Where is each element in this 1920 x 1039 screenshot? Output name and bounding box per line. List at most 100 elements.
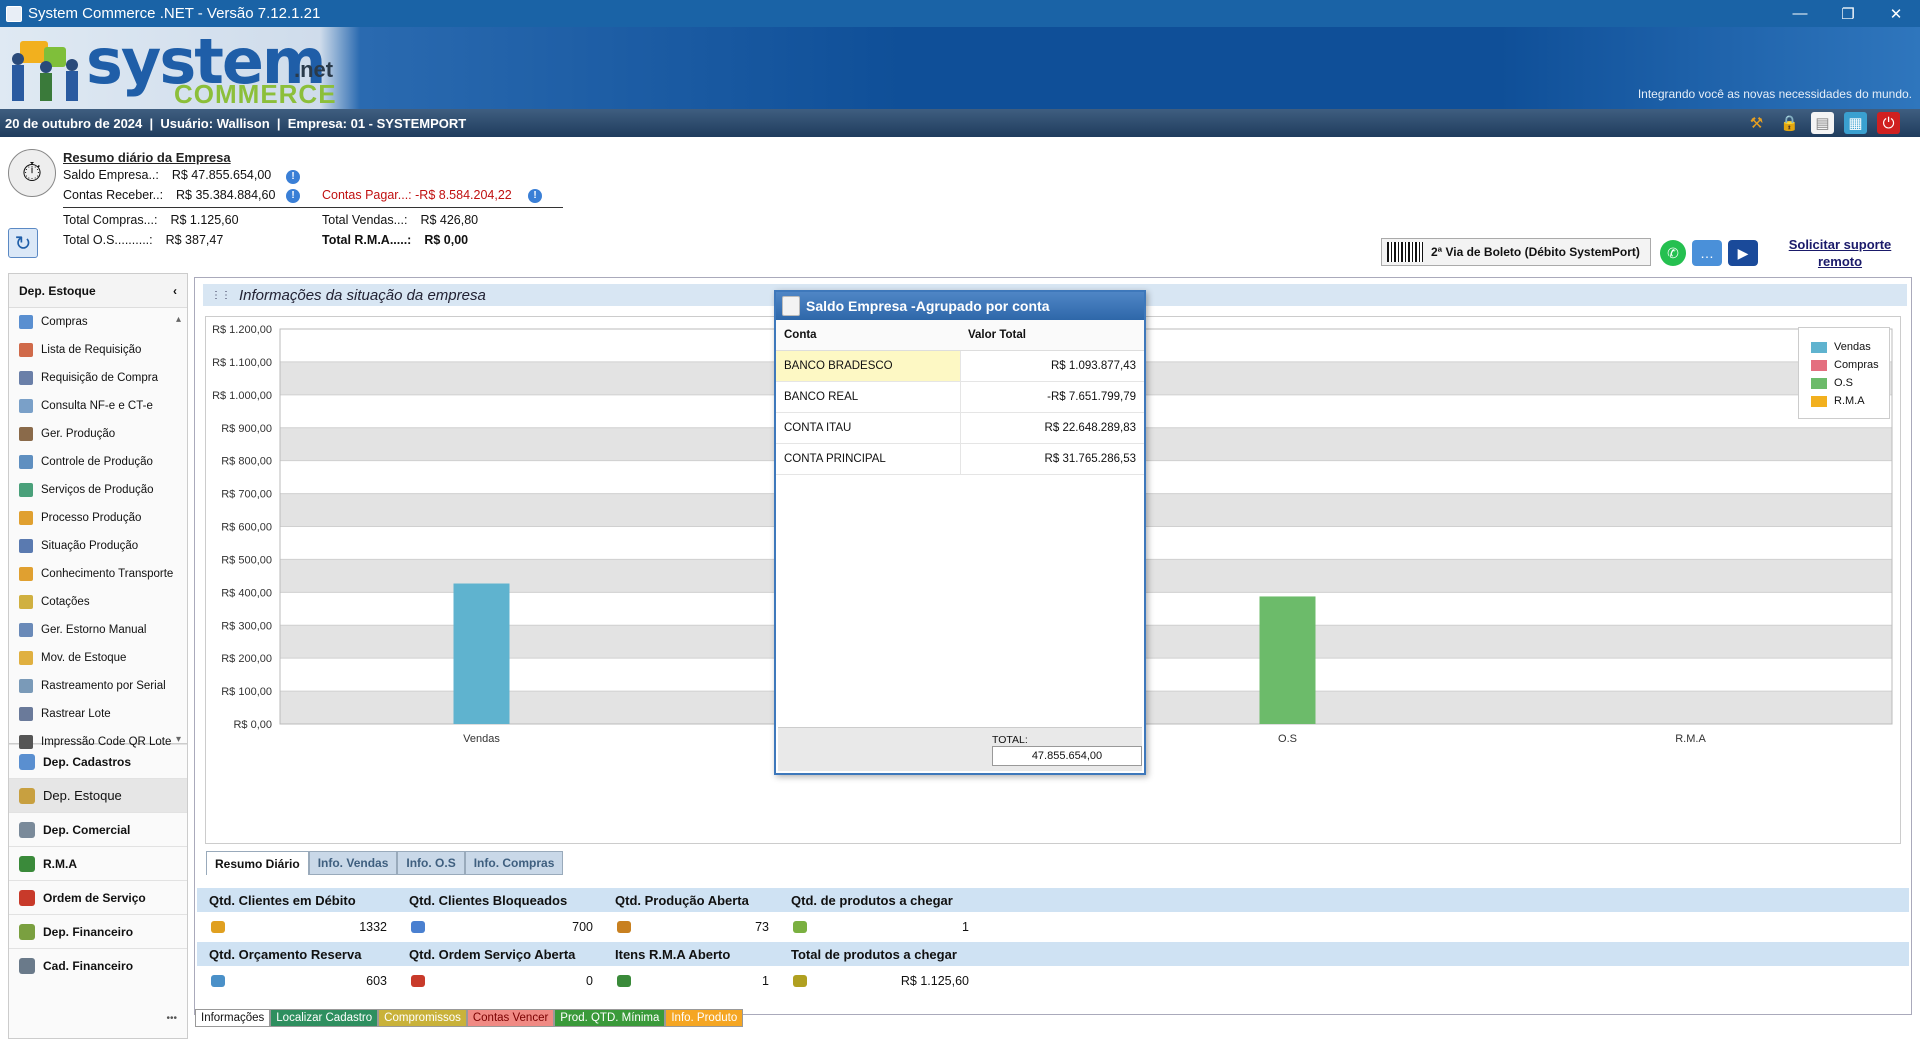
bottom-tab[interactable]: Compromissos	[378, 1009, 467, 1027]
sidebar-item[interactable]: Situação Produção	[9, 532, 187, 560]
sidebar-item[interactable]: Compras	[9, 308, 187, 336]
sidebar-item[interactable]: Cotações	[9, 588, 187, 616]
col-conta-header[interactable]: Conta	[776, 320, 960, 351]
sidebar-group[interactable]: Dep. Cadastros	[9, 744, 187, 778]
sidebar-item-label: Ger. Produção	[41, 428, 116, 440]
sidebar-item-icon	[19, 539, 33, 553]
sidebar-item-label: Processo Produção	[41, 512, 142, 524]
sidebar-item[interactable]: Rastrear Lote	[9, 700, 187, 728]
account-row[interactable]: BANCO REAL -R$ 7.651.799,79	[776, 381, 1144, 413]
bottom-tab[interactable]: Info. Produto	[665, 1009, 744, 1027]
tab[interactable]: Info. Compras	[464, 851, 564, 875]
compras-value: R$ 1.125,60	[170, 213, 239, 227]
stat-value: 73	[755, 920, 769, 934]
sidebar-item[interactable]: Controle de Produção	[9, 448, 187, 476]
tab[interactable]: Resumo Diário	[206, 851, 309, 875]
refresh-button[interactable]: ↻	[8, 228, 38, 258]
tools-icon[interactable]: ⚒	[1749, 115, 1764, 132]
bottom-tab[interactable]: Informações	[195, 1009, 271, 1027]
sidebar-header[interactable]: Dep. Estoque ‹	[9, 274, 187, 308]
sidebar-item-icon	[19, 651, 33, 665]
sidebar-item-label: Cotações	[41, 596, 90, 608]
sidebar-item[interactable]: Consulta NF-e e CT-e	[9, 392, 187, 420]
sidebar-item[interactable]: Rastreamento por Serial	[9, 672, 187, 700]
receber-info-icon[interactable]: !	[286, 189, 300, 203]
sidebar-item[interactable]: Ger. Estorno Manual	[9, 616, 187, 644]
scroll-down-icon[interactable]: ▾	[175, 734, 181, 745]
whatsapp-icon[interactable]: ✆	[1660, 240, 1686, 266]
legend-item: R.M.A	[1811, 394, 1889, 408]
remote-support-link[interactable]: Solicitar suporte remoto	[1770, 236, 1910, 270]
sidebar-item[interactable]: Impressão Code QR Lote	[9, 728, 187, 756]
col-valor-header[interactable]: Valor Total	[960, 320, 1144, 351]
banner-tagline: Integrando você as novas necessidades do…	[1637, 87, 1912, 101]
boleto-button[interactable]: 2ª Via de Boleto (Débito SystemPort)	[1381, 238, 1651, 266]
stat-value: 603	[366, 974, 387, 988]
stat-value: R$ 1.125,60	[900, 974, 969, 988]
sidebar-item-label: Controle de Produção	[41, 456, 153, 468]
apps-icon[interactable]: ▦	[1844, 112, 1867, 134]
grip-icon: ⋮⋮	[211, 289, 231, 301]
bottom-tab[interactable]: Contas Vencer	[466, 1009, 555, 1027]
legend-swatch	[1811, 377, 1827, 389]
sidebar-group[interactable]: R.M.A	[9, 846, 187, 880]
service-order-icon	[411, 975, 425, 987]
restore-button[interactable]: ❐	[1841, 5, 1855, 23]
popup-header[interactable]: Saldo Empresa -Agrupado por conta	[776, 292, 1144, 320]
sidebar-item[interactable]: Ger. Produção	[9, 420, 187, 448]
notes-icon[interactable]: ▤	[1811, 112, 1834, 134]
bottom-tab[interactable]: Localizar Cadastro	[270, 1009, 379, 1027]
legend-label: O.S	[1834, 377, 1853, 389]
close-button[interactable]: ✕	[1889, 5, 1903, 23]
sidebar-group[interactable]: Cad. Financeiro	[9, 948, 187, 982]
sidebar-item-icon	[19, 679, 33, 693]
sidebar-item[interactable]: Requisição de Compra	[9, 364, 187, 392]
account-row[interactable]: BANCO BRADESCO R$ 1.093.877,43	[776, 350, 1144, 382]
sidebar-group[interactable]: Ordem de Serviço	[9, 880, 187, 914]
pagar-info-icon[interactable]: !	[528, 189, 542, 203]
power-icon[interactable]: ⏻	[1877, 112, 1900, 134]
os-value: R$ 387,47	[165, 233, 224, 247]
y-tick-label: R$ 1.000,00	[212, 390, 272, 402]
section-title: Informações da situação da empresa	[239, 286, 486, 304]
minimize-button[interactable]: —	[1792, 5, 1808, 22]
stat-label: Qtd. Produção Aberta	[615, 892, 749, 908]
sidebar-group-label: Dep. Cadastros	[43, 754, 132, 769]
sidebar-item-icon	[19, 735, 33, 749]
legend-item: Vendas	[1811, 340, 1889, 354]
stats-panel: Qtd. Clientes em Débito Qtd. Clientes Blo…	[197, 888, 1909, 996]
summary-title[interactable]: Resumo diário da Empresa	[63, 150, 231, 165]
bottom-tab[interactable]: Prod. QTD. Mínima	[554, 1009, 666, 1027]
account-row[interactable]: CONTA ITAU R$ 22.648.289,83	[776, 412, 1144, 444]
stats-header-row-2: Qtd. Orçamento Reserva Qtd. Ordem Serviço…	[197, 942, 1909, 966]
receber-value: R$ 35.384.884,60	[176, 188, 276, 202]
scroll-up-icon[interactable]: ▴	[175, 314, 181, 325]
window-title: System Commerce .NET - Versão 7.12.1.21	[28, 5, 321, 22]
sidebar-group[interactable]: Dep. Estoque	[9, 778, 187, 812]
collapse-chevron-icon[interactable]: ‹	[173, 283, 177, 298]
tab[interactable]: Info. O.S	[397, 851, 465, 875]
sidebar-more-button[interactable]: •••	[166, 1013, 177, 1024]
popup-footer: TOTAL: 47.855.654,00	[778, 727, 1142, 771]
sidebar-item-icon	[19, 455, 33, 469]
barcode-icon	[1387, 242, 1423, 262]
tab[interactable]: Info. Vendas	[308, 851, 398, 875]
chat-icon[interactable]: …	[1692, 240, 1722, 266]
y-tick-label: R$ 700,00	[221, 489, 272, 501]
total-label: TOTAL:	[992, 734, 1028, 746]
bar-os[interactable]	[1259, 596, 1316, 724]
saldo-info-icon[interactable]: !	[286, 170, 300, 184]
legend-label: Compras	[1834, 359, 1879, 371]
sidebar-item[interactable]: Mov. de Estoque	[9, 644, 187, 672]
sidebar-item[interactable]: Conhecimento Transporte	[9, 560, 187, 588]
video-icon[interactable]: ▶	[1728, 240, 1758, 266]
sidebar-group[interactable]: Dep. Comercial	[9, 812, 187, 846]
sidebar-group[interactable]: Dep. Financeiro	[9, 914, 187, 948]
lock-icon[interactable]: 🔒	[1780, 115, 1799, 132]
sidebar-item[interactable]: Processo Produção	[9, 504, 187, 532]
bar-vendas[interactable]	[453, 583, 510, 724]
sidebar-item[interactable]: Serviços de Produção	[9, 476, 187, 504]
account-row[interactable]: CONTA PRINCIPAL R$ 31.765.286,53	[776, 443, 1144, 475]
sidebar-item[interactable]: Lista de Requisição	[9, 336, 187, 364]
boleto-label: 2ª Via de Boleto (Débito SystemPort)	[1431, 245, 1640, 259]
